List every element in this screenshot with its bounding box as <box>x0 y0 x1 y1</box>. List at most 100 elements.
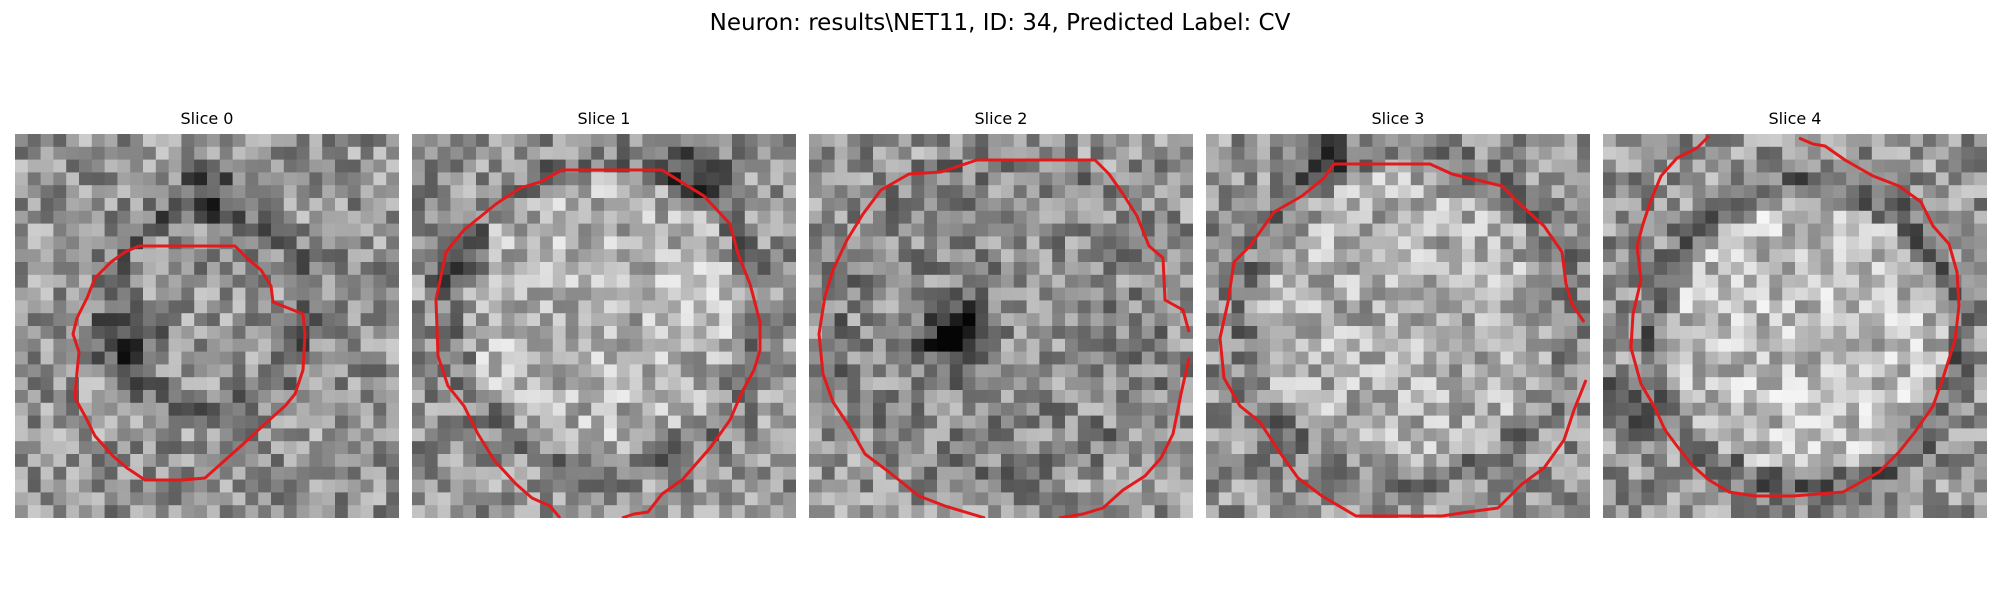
image-pixel <box>194 223 208 237</box>
image-pixel <box>949 402 963 416</box>
image-pixel <box>1154 479 1168 493</box>
image-pixel <box>40 338 54 352</box>
image-pixel <box>258 441 272 455</box>
image-pixel <box>1052 223 1066 237</box>
image-pixel <box>424 236 438 250</box>
image-pixel <box>53 364 67 378</box>
image-pixel <box>1897 428 1911 442</box>
image-pixel <box>232 146 246 160</box>
image-pixel <box>1154 505 1168 518</box>
image-pixel <box>1705 454 1719 468</box>
image-pixel <box>1410 287 1424 301</box>
image-pixel <box>1218 274 1232 288</box>
image-pixel <box>1346 441 1360 455</box>
image-pixel <box>1065 134 1079 148</box>
image-pixel <box>873 492 887 506</box>
image-pixel <box>847 402 861 416</box>
image-pixel <box>578 210 592 224</box>
image-pixel <box>898 134 912 148</box>
image-pixel <box>1282 351 1296 365</box>
image-pixel <box>1628 466 1642 480</box>
image-pixel <box>1398 390 1412 404</box>
image-pixel <box>1974 300 1987 314</box>
image-pixel <box>860 249 874 263</box>
image-pixel <box>1756 428 1770 442</box>
image-pixel <box>1090 249 1104 263</box>
image-pixel <box>488 134 502 148</box>
image-pixel <box>40 326 54 340</box>
image-pixel <box>232 390 246 404</box>
image-pixel <box>1500 415 1514 429</box>
image-pixel <box>360 210 374 224</box>
image-pixel <box>1871 326 1885 340</box>
image-pixel <box>1372 326 1386 340</box>
image-pixel <box>1359 479 1373 493</box>
image-pixel <box>1782 134 1796 148</box>
image-pixel <box>834 454 848 468</box>
image-pixel <box>975 402 989 416</box>
image-pixel <box>1538 198 1552 212</box>
image-pixel <box>1039 223 1053 237</box>
image-pixel <box>642 172 656 186</box>
image-pixel <box>1372 454 1386 468</box>
image-pixel <box>937 210 951 224</box>
image-pixel <box>1026 505 1040 518</box>
image-pixel <box>1551 223 1565 237</box>
image-pixel <box>1282 249 1296 263</box>
image-pixel <box>1833 185 1847 199</box>
image-pixel <box>924 390 938 404</box>
image-pixel <box>1270 159 1284 173</box>
image-pixel <box>809 300 823 314</box>
image-pixel <box>476 274 490 288</box>
image-pixel <box>809 364 823 378</box>
image-pixel <box>1526 313 1540 327</box>
image-pixel <box>1935 351 1949 365</box>
image-pixel <box>783 505 796 518</box>
image-pixel <box>668 185 682 199</box>
image-pixel <box>770 274 784 288</box>
image-pixel <box>1449 249 1463 263</box>
image-pixel <box>476 172 490 186</box>
image-pixel <box>412 313 426 327</box>
image-pixel <box>629 249 643 263</box>
image-pixel <box>783 146 796 160</box>
image-pixel <box>1026 326 1040 340</box>
image-pixel <box>1436 338 1450 352</box>
image-pixel <box>1346 134 1360 148</box>
image-pixel <box>194 390 208 404</box>
image-pixel <box>1436 210 1450 224</box>
image-pixel <box>1897 172 1911 186</box>
image-pixel <box>757 390 771 404</box>
image-pixel <box>1961 428 1975 442</box>
image-pixel <box>143 454 157 468</box>
image-pixel <box>1206 492 1220 506</box>
image-pixel <box>642 198 656 212</box>
image-pixel <box>1513 441 1527 455</box>
image-pixel <box>1167 364 1181 378</box>
image-pixel <box>1500 338 1514 352</box>
image-pixel <box>552 249 566 263</box>
image-pixel <box>386 326 399 340</box>
image-pixel <box>578 300 592 314</box>
image-pixel <box>1654 364 1668 378</box>
image-pixel <box>1308 198 1322 212</box>
image-pixel <box>1859 326 1873 340</box>
image-pixel <box>1052 300 1066 314</box>
image-pixel <box>27 428 41 442</box>
image-pixel <box>1423 492 1437 506</box>
image-pixel <box>924 338 938 352</box>
image-pixel <box>1871 364 1885 378</box>
image-pixel <box>1782 505 1796 518</box>
image-pixel <box>1513 185 1527 199</box>
image-pixel <box>540 428 554 442</box>
image-pixel <box>706 223 720 237</box>
image-pixel <box>1526 364 1540 378</box>
image-pixel <box>514 249 528 263</box>
image-pixel <box>540 364 554 378</box>
image-pixel <box>1718 505 1732 518</box>
image-pixel <box>1167 134 1181 148</box>
image-pixel <box>616 326 630 340</box>
image-pixel <box>309 402 323 416</box>
image-pixel <box>924 300 938 314</box>
image-pixel <box>1551 159 1565 173</box>
